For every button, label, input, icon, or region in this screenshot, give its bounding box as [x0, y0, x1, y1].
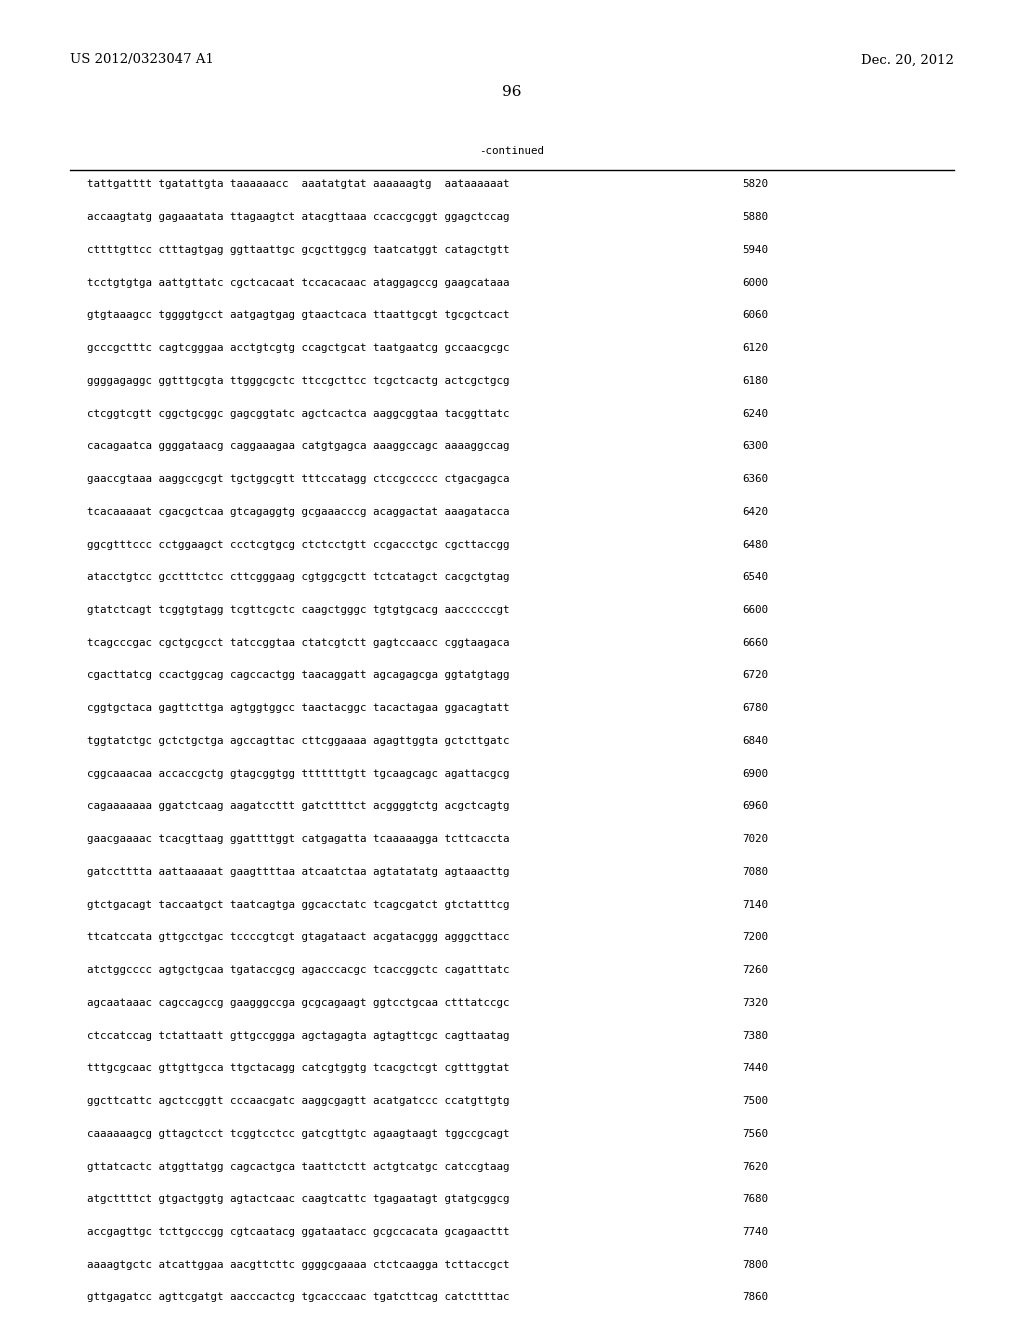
Text: 6600: 6600: [742, 605, 768, 615]
Text: 7800: 7800: [742, 1259, 768, 1270]
Text: gttgagatcc agttcgatgt aacccactcg tgcacccaac tgatcttcag catcttttac: gttgagatcc agttcgatgt aacccactcg tgcaccc…: [87, 1292, 510, 1303]
Text: cttttgttcc ctttagtgag ggttaattgc gcgcttggcg taatcatggt catagctgtt: cttttgttcc ctttagtgag ggttaattgc gcgcttg…: [87, 246, 510, 255]
Text: gttatcactc atggttatgg cagcactgca taattctctt actgtcatgc catccgtaag: gttatcactc atggttatgg cagcactgca taattct…: [87, 1162, 510, 1172]
Text: atgcttttct gtgactggtg agtactcaac caagtcattc tgagaatagt gtatgcggcg: atgcttttct gtgactggtg agtactcaac caagtca…: [87, 1195, 510, 1204]
Text: 7260: 7260: [742, 965, 768, 975]
Text: gatcctttta aattaaaaat gaagttttaa atcaatctaa agtatatatg agtaaacttg: gatcctttta aattaaaaat gaagttttaa atcaatc…: [87, 867, 510, 876]
Text: cgacttatcg ccactggcag cagccactgg taacaggatt agcagagcga ggtatgtagg: cgacttatcg ccactggcag cagccactgg taacagg…: [87, 671, 510, 681]
Text: 5820: 5820: [742, 180, 768, 190]
Text: 7440: 7440: [742, 1064, 768, 1073]
Text: 96: 96: [502, 86, 522, 99]
Text: ctcggtcgtt cggctgcggc gagcggtatc agctcactca aaggcggtaa tacggttatc: ctcggtcgtt cggctgcggc gagcggtatc agctcac…: [87, 409, 510, 418]
Text: 6420: 6420: [742, 507, 768, 517]
Text: caaaaaagcg gttagctcct tcggtcctcc gatcgttgtc agaagtaagt tggccgcagt: caaaaaagcg gttagctcct tcggtcctcc gatcgtt…: [87, 1129, 510, 1139]
Text: 7680: 7680: [742, 1195, 768, 1204]
Text: accgagttgc tcttgcccgg cgtcaatacg ggataatacc gcgccacata gcagaacttt: accgagttgc tcttgcccgg cgtcaatacg ggataat…: [87, 1228, 510, 1237]
Text: 6120: 6120: [742, 343, 768, 354]
Text: tcacaaaaat cgacgctcaa gtcagaggtg gcgaaacccg acaggactat aaagatacca: tcacaaaaat cgacgctcaa gtcagaggtg gcgaaac…: [87, 507, 510, 517]
Text: cagaaaaaaa ggatctcaag aagatccttt gatcttttct acggggtctg acgctcagtg: cagaaaaaaa ggatctcaag aagatccttt gatcttt…: [87, 801, 510, 812]
Text: cggtgctaca gagttcttga agtggtggcc taactacggc tacactagaa ggacagtatt: cggtgctaca gagttcttga agtggtggcc taactac…: [87, 704, 510, 713]
Text: 7020: 7020: [742, 834, 768, 845]
Text: US 2012/0323047 A1: US 2012/0323047 A1: [70, 53, 214, 66]
Text: accaagtatg gagaaatata ttagaagtct atacgttaaa ccaccgcggt ggagctccag: accaagtatg gagaaatata ttagaagtct atacgtt…: [87, 213, 510, 222]
Text: 5880: 5880: [742, 213, 768, 222]
Text: 7620: 7620: [742, 1162, 768, 1172]
Text: 6240: 6240: [742, 409, 768, 418]
Text: ggcttcattc agctccggtt cccaacgatc aaggcgagtt acatgatccc ccatgttgtg: ggcttcattc agctccggtt cccaacgatc aaggcga…: [87, 1096, 510, 1106]
Text: 6840: 6840: [742, 737, 768, 746]
Text: gaacgaaaac tcacgttaag ggattttggt catgagatta tcaaaaagga tcttcaccta: gaacgaaaac tcacgttaag ggattttggt catgaga…: [87, 834, 510, 845]
Text: atacctgtcc gcctttctcc cttcgggaag cgtggcgctt tctcatagct cacgctgtag: atacctgtcc gcctttctcc cttcgggaag cgtggcg…: [87, 573, 510, 582]
Text: 6900: 6900: [742, 768, 768, 779]
Text: 6660: 6660: [742, 638, 768, 648]
Text: gtgtaaagcc tggggtgcct aatgagtgag gtaactcaca ttaattgcgt tgcgctcact: gtgtaaagcc tggggtgcct aatgagtgag gtaactc…: [87, 310, 510, 321]
Text: cggcaaacaa accaccgctg gtagcggtgg tttttttgtt tgcaagcagc agattacgcg: cggcaaacaa accaccgctg gtagcggtgg ttttttt…: [87, 768, 510, 779]
Text: 7740: 7740: [742, 1228, 768, 1237]
Text: 6360: 6360: [742, 474, 768, 484]
Text: aaaagtgctc atcattggaa aacgttcttc ggggcgaaaa ctctcaagga tcttaccgct: aaaagtgctc atcattggaa aacgttcttc ggggcga…: [87, 1259, 510, 1270]
Text: gtctgacagt taccaatgct taatcagtga ggcacctatc tcagcgatct gtctatttcg: gtctgacagt taccaatgct taatcagtga ggcacct…: [87, 900, 510, 909]
Text: ctccatccag tctattaatt gttgccggga agctagagta agtagttcgc cagttaatag: ctccatccag tctattaatt gttgccggga agctaga…: [87, 1031, 510, 1040]
Text: ggggagaggc ggtttgcgta ttgggcgctc ttccgcttcc tcgctcactg actcgctgcg: ggggagaggc ggtttgcgta ttgggcgctc ttccgct…: [87, 376, 510, 385]
Text: 6540: 6540: [742, 573, 768, 582]
Text: 7200: 7200: [742, 932, 768, 942]
Text: 7320: 7320: [742, 998, 768, 1008]
Text: 7560: 7560: [742, 1129, 768, 1139]
Text: 6060: 6060: [742, 310, 768, 321]
Text: 7080: 7080: [742, 867, 768, 876]
Text: 7500: 7500: [742, 1096, 768, 1106]
Text: atctggcccc agtgctgcaa tgataccgcg agacccacgc tcaccggctc cagatttatc: atctggcccc agtgctgcaa tgataccgcg agaccca…: [87, 965, 510, 975]
Text: 7860: 7860: [742, 1292, 768, 1303]
Text: 6300: 6300: [742, 441, 768, 451]
Text: 6000: 6000: [742, 277, 768, 288]
Text: 6180: 6180: [742, 376, 768, 385]
Text: 7380: 7380: [742, 1031, 768, 1040]
Text: tcagcccgac cgctgcgcct tatccggtaa ctatcgtctt gagtccaacc cggtaagaca: tcagcccgac cgctgcgcct tatccggtaa ctatcgt…: [87, 638, 510, 648]
Text: 6960: 6960: [742, 801, 768, 812]
Text: agcaataaac cagccagccg gaagggccga gcgcagaagt ggtcctgcaa ctttatccgc: agcaataaac cagccagccg gaagggccga gcgcaga…: [87, 998, 510, 1008]
Text: tcctgtgtga aattgttatc cgctcacaat tccacacaac ataggagccg gaagcataaa: tcctgtgtga aattgttatc cgctcacaat tccacac…: [87, 277, 510, 288]
Text: 6780: 6780: [742, 704, 768, 713]
Text: 6480: 6480: [742, 540, 768, 549]
Text: tttgcgcaac gttgttgcca ttgctacagg catcgtggtg tcacgctcgt cgtttggtat: tttgcgcaac gttgttgcca ttgctacagg catcgtg…: [87, 1064, 510, 1073]
Text: gcccgctttc cagtcgggaa acctgtcgtg ccagctgcat taatgaatcg gccaacgcgc: gcccgctttc cagtcgggaa acctgtcgtg ccagctg…: [87, 343, 510, 354]
Text: Dec. 20, 2012: Dec. 20, 2012: [861, 53, 954, 66]
Text: gtatctcagt tcggtgtagg tcgttcgctc caagctgggc tgtgtgcacg aaccccccgt: gtatctcagt tcggtgtagg tcgttcgctc caagctg…: [87, 605, 510, 615]
Text: tggtatctgc gctctgctga agccagttac cttcggaaaa agagttggta gctcttgatc: tggtatctgc gctctgctga agccagttac cttcgga…: [87, 737, 510, 746]
Text: gaaccgtaaa aaggccgcgt tgctggcgtt tttccatagg ctccgccccc ctgacgagca: gaaccgtaaa aaggccgcgt tgctggcgtt tttccat…: [87, 474, 510, 484]
Text: ttcatccata gttgcctgac tccccgtcgt gtagataact acgatacggg agggcttacc: ttcatccata gttgcctgac tccccgtcgt gtagata…: [87, 932, 510, 942]
Text: cacagaatca ggggataacg caggaaagaa catgtgagca aaaggccagc aaaaggccag: cacagaatca ggggataacg caggaaagaa catgtga…: [87, 441, 510, 451]
Text: -continued: -continued: [479, 147, 545, 157]
Text: 7140: 7140: [742, 900, 768, 909]
Text: tattgatttt tgatattgta taaaaaacc  aaatatgtat aaaaaagtg  aataaaaaat: tattgatttt tgatattgta taaaaaacc aaatatgt…: [87, 180, 510, 190]
Text: 6720: 6720: [742, 671, 768, 681]
Text: 5940: 5940: [742, 246, 768, 255]
Text: ggcgtttccc cctggaagct ccctcgtgcg ctctcctgtt ccgaccctgc cgcttaccgg: ggcgtttccc cctggaagct ccctcgtgcg ctctcct…: [87, 540, 510, 549]
